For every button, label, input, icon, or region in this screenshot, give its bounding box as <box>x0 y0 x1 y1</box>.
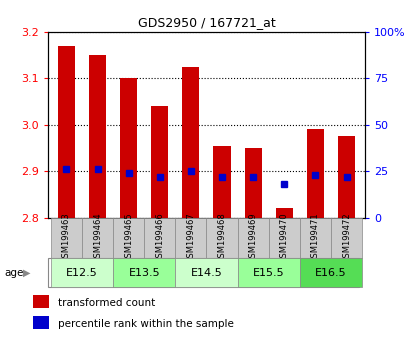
Bar <box>33 295 49 308</box>
Text: GSM199466: GSM199466 <box>155 213 164 263</box>
Bar <box>269 218 300 258</box>
Bar <box>276 209 293 218</box>
Bar <box>58 46 75 218</box>
Text: GSM199467: GSM199467 <box>186 213 195 263</box>
Bar <box>33 316 49 329</box>
Bar <box>113 258 176 287</box>
Text: E13.5: E13.5 <box>128 268 160 278</box>
Bar <box>82 218 113 258</box>
Text: E12.5: E12.5 <box>66 268 98 278</box>
Bar <box>144 218 176 258</box>
Bar <box>113 218 144 258</box>
Bar <box>300 218 331 258</box>
Text: GSM199472: GSM199472 <box>342 213 351 263</box>
Text: age: age <box>4 268 24 278</box>
Text: transformed count: transformed count <box>58 298 155 308</box>
Bar <box>300 258 362 287</box>
Bar <box>120 78 137 218</box>
Text: GSM199465: GSM199465 <box>124 213 133 263</box>
Text: GSM199468: GSM199468 <box>217 213 227 263</box>
Text: GSM199470: GSM199470 <box>280 213 289 263</box>
Bar <box>182 67 200 218</box>
Text: GSM199469: GSM199469 <box>249 213 258 263</box>
Bar <box>307 130 324 218</box>
Text: GSM199471: GSM199471 <box>311 213 320 263</box>
Text: E14.5: E14.5 <box>190 268 222 278</box>
Bar <box>151 106 168 218</box>
Text: percentile rank within the sample: percentile rank within the sample <box>58 319 234 329</box>
Text: E15.5: E15.5 <box>253 268 285 278</box>
Bar <box>237 218 269 258</box>
Bar <box>237 258 300 287</box>
Bar <box>207 218 237 258</box>
Text: GSM199463: GSM199463 <box>62 213 71 263</box>
Title: GDS2950 / 167721_at: GDS2950 / 167721_at <box>138 16 275 29</box>
Bar <box>338 136 355 218</box>
Bar <box>331 218 362 258</box>
Bar <box>51 218 82 258</box>
Bar <box>89 55 106 218</box>
Text: GSM199464: GSM199464 <box>93 213 102 263</box>
Bar <box>51 258 113 287</box>
Bar <box>213 146 231 218</box>
Bar <box>176 218 207 258</box>
Bar <box>176 258 237 287</box>
Text: ▶: ▶ <box>23 268 30 278</box>
Bar <box>244 148 262 218</box>
Text: E16.5: E16.5 <box>315 268 347 278</box>
